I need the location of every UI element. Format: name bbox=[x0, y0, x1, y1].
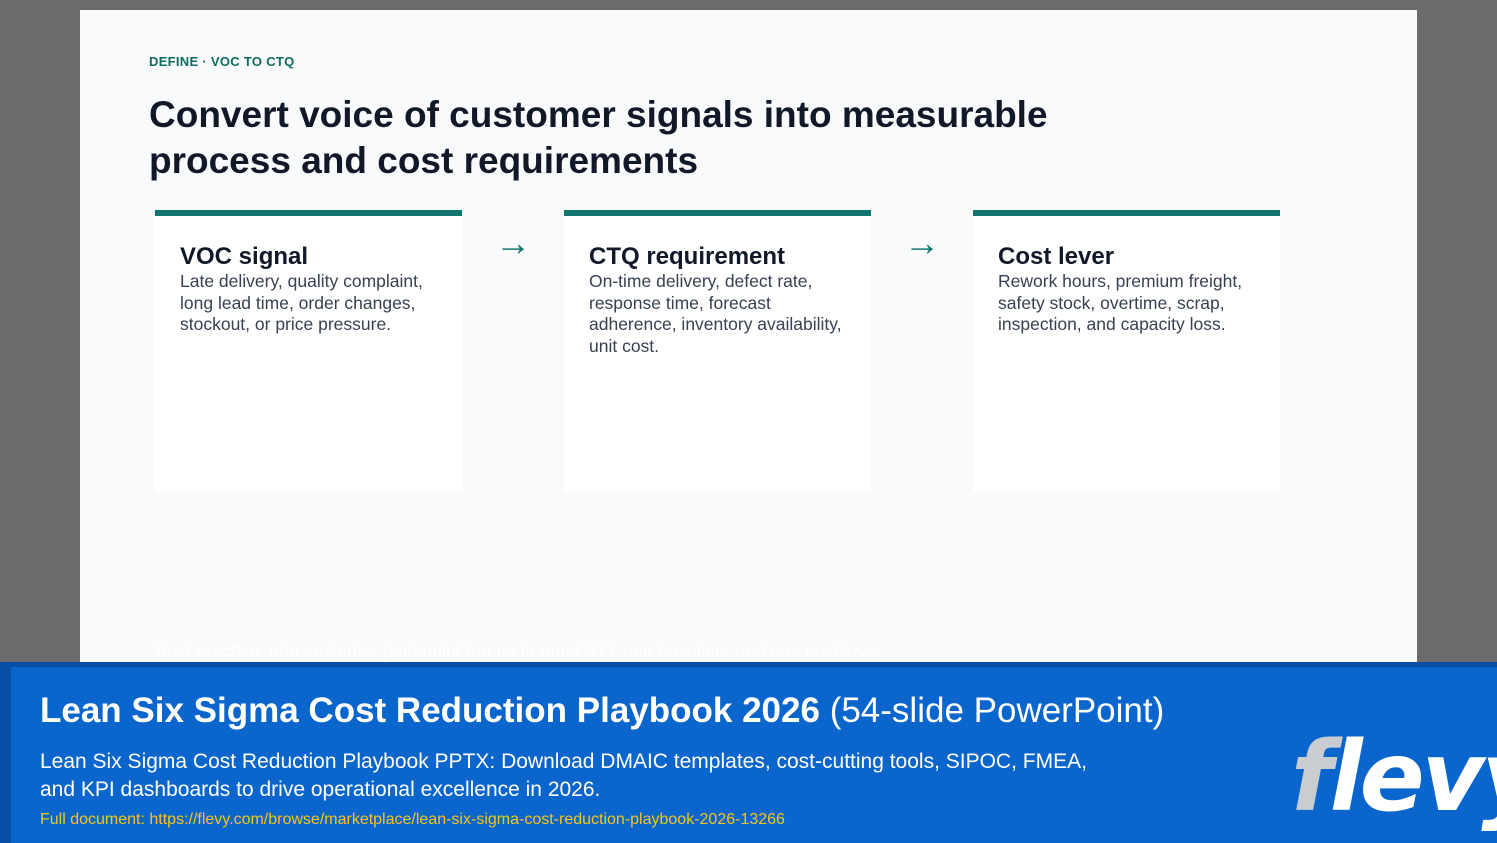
section-eyebrow: DEFINE · VOC TO CTQ bbox=[149, 54, 295, 69]
banner-title: Lean Six Sigma Cost Reduction Playbook 2… bbox=[40, 689, 1164, 733]
arrow-right-icon: → bbox=[904, 222, 940, 263]
footnote: Best practice: one customer pain point t… bbox=[155, 641, 887, 661]
full-document-link[interactable]: Full document: https://flevy.com/browse/… bbox=[40, 811, 785, 828]
card-title: Cost lever bbox=[998, 243, 1115, 270]
banner-description: Lean Six Sigma Cost Reduction Playbook P… bbox=[40, 750, 1087, 801]
card-body: On-time delivery, defect rate, response … bbox=[589, 271, 842, 356]
card-voc-signal: VOC signal Late delivery, quality compla… bbox=[155, 210, 462, 491]
logo-letter-f: f bbox=[1291, 721, 1333, 833]
card-cost-lever: Cost lever Rework hours, premium freight… bbox=[973, 210, 1280, 491]
banner-title-suffix: (54-slide PowerPoint) bbox=[829, 691, 1165, 730]
arrow-right-icon: → bbox=[495, 222, 531, 263]
card-title: VOC signal bbox=[180, 243, 309, 270]
slide-title: Convert voice of customer signals into m… bbox=[149, 94, 1048, 181]
card-body: Rework hours, premium freight, safety st… bbox=[998, 271, 1243, 334]
banner-title-main: Lean Six Sigma Cost Reduction Playbook 2… bbox=[40, 691, 820, 730]
card-title: CTQ requirement bbox=[589, 243, 786, 270]
card-ctq-requirement: CTQ requirement On-time delivery, defect… bbox=[564, 210, 871, 491]
logo-letters-rest: levy bbox=[1329, 721, 1497, 833]
card-body: Late delivery, quality complaint, long l… bbox=[180, 271, 423, 334]
flevy-logo[interactable]: flevy bbox=[1291, 727, 1497, 827]
banner-panel: Lean Six Sigma Cost Reduction Playbook 2… bbox=[11, 667, 1497, 843]
slide: DEFINE · VOC TO CTQ Convert voice of cus… bbox=[80, 10, 1417, 680]
promo-banner: Lean Six Sigma Cost Reduction Playbook 2… bbox=[0, 662, 1497, 843]
